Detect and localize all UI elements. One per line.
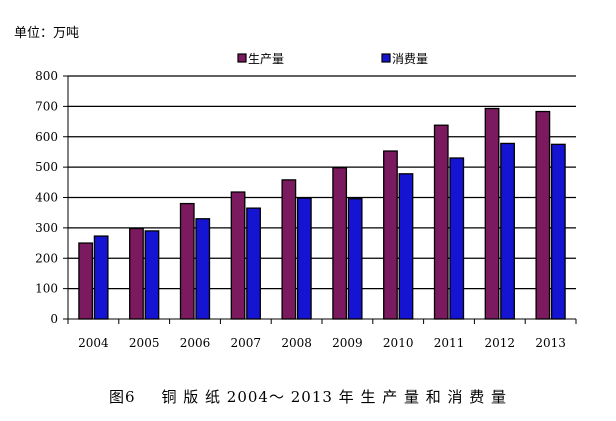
x-tick-label-2008: 2008 [281, 336, 312, 350]
y-tick-label-200: 200 [35, 251, 58, 265]
bar-consumption-2012 [500, 142, 515, 320]
bar-production-2012 [484, 107, 500, 320]
y-tick-label-800: 800 [35, 69, 58, 83]
bar-consumption-2011 [449, 157, 465, 320]
bar-production-2005 [129, 227, 144, 320]
bar-production-2004 [78, 242, 94, 320]
y-tick-label-400: 400 [35, 191, 58, 205]
y-tick-label-300: 300 [35, 221, 58, 235]
x-tick-label-2006: 2006 [180, 336, 211, 350]
bar-production-2008 [281, 179, 297, 320]
x-tick-labels: 2004 2005 2006 2007 2008 2009 2010 2011 2012 2013 [78, 336, 566, 350]
bar-consumption-2013 [550, 143, 566, 320]
bar-consumption-2010 [398, 173, 414, 320]
x-tick-label-2013: 2013 [535, 336, 566, 350]
y-tick-label-600: 600 [35, 130, 58, 144]
y-tick-label-0: 0 [50, 312, 58, 326]
legend-swatch-production [237, 53, 247, 63]
x-tick-label-2009: 2009 [332, 336, 363, 350]
bar-production-2013 [535, 110, 551, 320]
x-tick-label-2011: 2011 [434, 336, 465, 350]
legend: 生产量 消费量 [237, 52, 428, 66]
legend-label-production: 生产量 [248, 52, 284, 66]
x-tick-label-2010: 2010 [383, 336, 414, 350]
bar-consumption-2008 [296, 197, 312, 320]
bar-production-2009 [332, 167, 348, 320]
bar-consumption-2005 [144, 230, 160, 320]
legend-label-consumption: 消费量 [392, 52, 428, 66]
bars [78, 107, 566, 320]
axes [63, 75, 577, 324]
figure-caption: 图6 铜 版 纸 2004～ 2013 年 生 产 量 和 消 费 量 [0, 386, 616, 407]
gridlines [68, 75, 576, 290]
unit-label: 单位：万吨 [14, 26, 80, 41]
x-tick-label-2012: 2012 [485, 336, 516, 350]
bar-consumption-2004 [93, 235, 109, 320]
y-tick-label-500: 500 [35, 160, 58, 174]
bar-production-2007 [230, 191, 246, 320]
bar-consumption-2007 [246, 207, 261, 320]
bar-consumption-2006 [195, 218, 211, 320]
bar-consumption-2009 [347, 198, 363, 320]
bar-production-2010 [383, 150, 398, 320]
figure-caption-text: 铜 版 纸 2004～ 2013 年 生 产 量 和 消 费 量 [161, 388, 508, 406]
bar-production-2006 [179, 202, 195, 320]
bar-production-2011 [433, 124, 449, 320]
figure-number: 图6 [108, 388, 136, 406]
y-tick-label-100: 100 [35, 282, 58, 296]
x-tick-label-2005: 2005 [129, 336, 160, 350]
x-tick-label-2004: 2004 [78, 336, 109, 350]
x-tick-label-2007: 2007 [231, 336, 262, 350]
y-tick-labels: 0 100 200 300 400 500 600 700 800 [35, 69, 58, 326]
y-tick-label-700: 700 [35, 99, 58, 113]
legend-swatch-consumption [381, 53, 391, 63]
